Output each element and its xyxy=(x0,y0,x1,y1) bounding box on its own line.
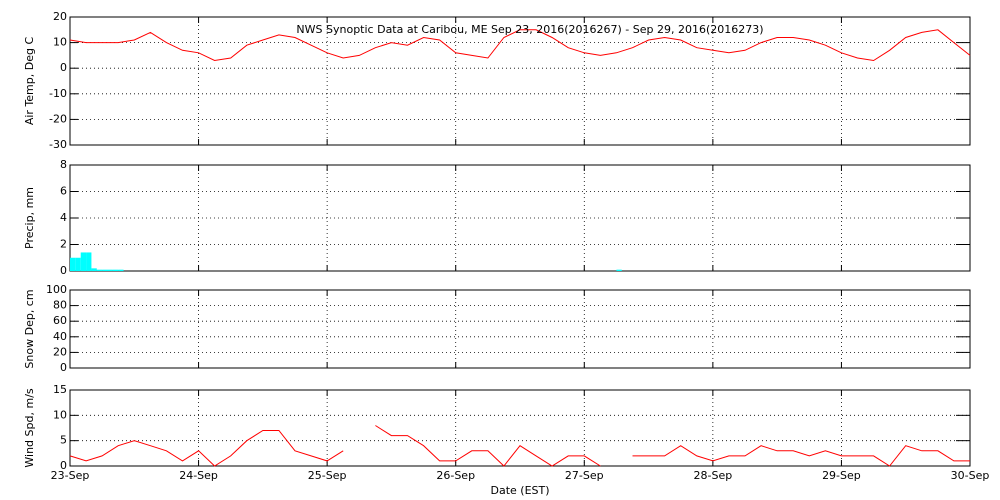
x-axis-label: Date (EST) xyxy=(490,484,549,497)
y-tick-label: 100 xyxy=(46,283,67,296)
bar xyxy=(86,252,92,271)
plot-frame xyxy=(69,289,971,369)
x-tick-label: 24-Sep xyxy=(179,469,218,482)
x-tick-label: 28-Sep xyxy=(694,469,733,482)
y-axis-label: Precip, mm xyxy=(23,187,36,249)
y-tick-label: 0 xyxy=(60,61,67,74)
y-tick-label: 10 xyxy=(53,408,67,421)
bar xyxy=(75,257,81,271)
y-tick-label: -30 xyxy=(49,138,67,151)
y-tick-label: 4 xyxy=(60,211,67,224)
plot-frame xyxy=(69,164,971,272)
y-tick-label: 80 xyxy=(53,299,67,312)
bar xyxy=(102,269,108,271)
y-tick-label: 0 xyxy=(60,264,67,277)
x-tick-label: 23-Sep xyxy=(51,469,90,482)
y-tick-label: 15 xyxy=(53,383,67,396)
chart-title: NWS Synoptic Data at Caribou, ME Sep 23,… xyxy=(296,23,763,36)
plot-frame xyxy=(69,16,971,146)
y-axis-label: Wind Spd, m/s xyxy=(23,388,36,468)
bar xyxy=(91,268,97,271)
y-tick-label: 10 xyxy=(53,36,67,49)
x-tick-label: 25-Sep xyxy=(308,469,347,482)
bar xyxy=(70,257,76,271)
y-tick-label: 20 xyxy=(53,10,67,23)
y-axis-label: Air Temp, Deg C xyxy=(23,37,36,126)
y-tick-label: -10 xyxy=(49,87,67,100)
x-tick-label: 27-Sep xyxy=(565,469,604,482)
y-tick-label: -20 xyxy=(49,112,67,125)
bar xyxy=(107,269,113,271)
y-axis-label: Snow Dep, cm xyxy=(23,289,36,368)
y-tick-label: 40 xyxy=(53,330,67,343)
bar xyxy=(80,252,87,271)
y-tick-label: 5 xyxy=(60,434,67,447)
data-line xyxy=(69,425,970,467)
y-tick-label: 0 xyxy=(60,459,67,472)
y-tick-label: 8 xyxy=(60,158,67,171)
y-tick-label: 6 xyxy=(60,185,67,198)
bar xyxy=(96,269,103,271)
y-tick-label: 0 xyxy=(60,361,67,374)
bar xyxy=(616,269,622,271)
plot-frame xyxy=(69,389,971,467)
bar xyxy=(118,269,124,271)
bar xyxy=(112,269,119,271)
x-tick-label: 30-Sep xyxy=(951,469,990,482)
data-line xyxy=(69,29,971,62)
y-tick-label: 2 xyxy=(60,238,67,251)
x-tick-label: 26-Sep xyxy=(436,469,475,482)
y-tick-label: 60 xyxy=(53,314,67,327)
y-tick-label: 20 xyxy=(53,345,67,358)
x-tick-label: 29-Sep xyxy=(822,469,861,482)
